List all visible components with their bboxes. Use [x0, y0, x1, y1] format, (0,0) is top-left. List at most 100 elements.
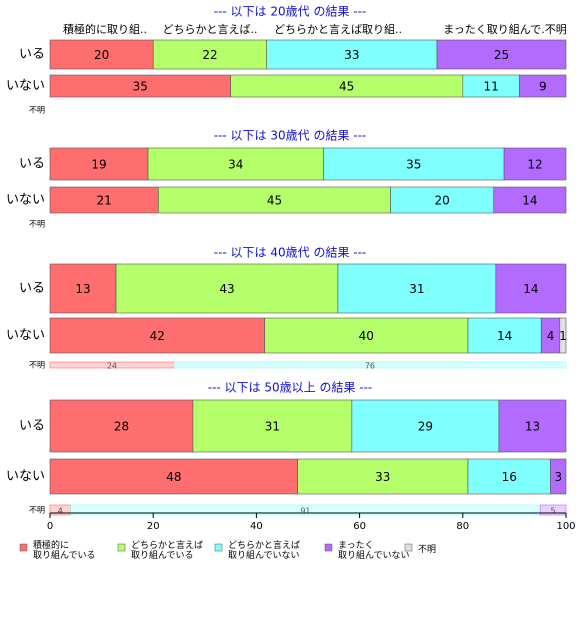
category-label: いる	[19, 281, 45, 296]
data-label: 43	[219, 282, 234, 296]
data-label: 40	[359, 329, 374, 343]
data-label: 24	[107, 362, 117, 371]
category-label: 不明	[29, 361, 45, 370]
bar-segment	[147, 147, 324, 181]
category-label: いる	[19, 157, 45, 172]
data-label: 45	[267, 194, 282, 208]
bar-segment	[495, 263, 567, 314]
bar-segment	[115, 263, 339, 314]
legend-swatch	[324, 543, 333, 552]
bar-segment	[49, 317, 265, 354]
data-label: 12	[527, 158, 542, 172]
category-label: いる	[19, 47, 45, 62]
x-tick-label: 20	[147, 521, 160, 532]
panel-title: --- 以下は 30歳代 の結果 ---	[214, 129, 367, 143]
data-label: 16	[502, 470, 517, 484]
category-label: いない	[6, 193, 45, 208]
legend-swatch	[214, 543, 223, 552]
data-label: 22	[202, 48, 217, 62]
data-label: 31	[265, 420, 280, 434]
bar-segment	[297, 458, 469, 495]
x-tick-label: 60	[353, 521, 366, 532]
x-tick-label: 40	[250, 521, 263, 532]
data-label: 31	[409, 282, 424, 296]
data-label: 13	[525, 420, 540, 434]
bar-segment	[49, 263, 117, 314]
x-tick-label: 0	[47, 521, 53, 532]
category-label: 不明	[29, 506, 45, 515]
bar-segment	[539, 504, 567, 516]
data-label: 9	[539, 80, 547, 94]
data-label: 20	[94, 48, 109, 62]
x-tick-label: 100	[556, 521, 575, 532]
bar-segment	[49, 186, 159, 214]
column-header: どちらかと言えば取り組..	[274, 23, 402, 36]
data-label: 1	[559, 329, 567, 343]
data-label: 28	[114, 420, 129, 434]
bar-segment	[264, 317, 469, 354]
bar-segment	[49, 399, 194, 453]
bar-segment	[351, 399, 500, 453]
data-label: 4	[58, 507, 63, 516]
column-header: まったく取り組んで.不明	[443, 23, 567, 36]
bar-segment	[559, 317, 567, 354]
legend-swatch	[117, 543, 126, 552]
bar-segment	[467, 458, 551, 495]
legend-label: 不明	[418, 544, 436, 555]
category-label: いない	[6, 328, 45, 343]
panel-title: --- 以下は 40歳代 の結果 ---	[214, 246, 367, 260]
bar-segment	[493, 186, 567, 214]
data-label: 14	[522, 194, 537, 208]
bar-segment	[323, 147, 505, 181]
data-label: 45	[339, 80, 354, 94]
legend-label: まったく取り組んでいない	[338, 540, 410, 561]
bar-segment	[49, 39, 154, 70]
data-label: 34	[228, 158, 243, 172]
bar-segment	[152, 39, 268, 70]
bar-segment	[498, 399, 567, 453]
data-label: 42	[150, 329, 165, 343]
data-label: 20	[435, 194, 450, 208]
legend-label: どちらかと言えば取り組んでいない	[228, 539, 300, 561]
legend-label: どちらかと言えば取り組んでいる	[131, 539, 203, 561]
bar-segment	[192, 399, 353, 453]
data-label: 33	[344, 48, 359, 62]
bar-segment	[158, 186, 391, 214]
category-label: いない	[6, 79, 45, 94]
data-label: 35	[406, 158, 421, 172]
category-label: いない	[6, 469, 45, 484]
bar-segment	[266, 39, 438, 70]
bar-segment	[503, 147, 567, 181]
data-label: 14	[497, 329, 512, 343]
category-label: いる	[19, 419, 45, 434]
panel-title: --- 以下は 50歳以上 の結果 ---	[208, 381, 373, 395]
data-label: 21	[97, 194, 112, 208]
category-label: 不明	[29, 106, 45, 115]
x-tick-label: 80	[456, 521, 469, 532]
data-label: 3	[554, 470, 562, 484]
bar-segment	[550, 458, 567, 495]
data-label: 11	[484, 80, 499, 94]
legend-label: 積極的に取り組んでいる	[33, 539, 96, 561]
column-header: 積極的に取り組..	[63, 22, 147, 36]
data-label: 19	[91, 158, 106, 172]
bar-segment	[436, 39, 567, 70]
data-label: 25	[494, 48, 509, 62]
data-label: 35	[133, 80, 148, 94]
data-label: 33	[375, 470, 390, 484]
data-label: 29	[418, 420, 433, 434]
data-label: 4	[547, 329, 555, 343]
panel-title: --- 以下は 20歳代 の結果 ---	[214, 5, 367, 19]
category-label: 不明	[29, 220, 45, 229]
bar-segment	[390, 186, 495, 214]
bar-segment	[337, 263, 497, 314]
bar-segment	[519, 74, 567, 98]
bar-segment	[49, 147, 149, 181]
data-label: 76	[365, 362, 375, 371]
data-label: 13	[75, 282, 90, 296]
data-label: 91	[300, 507, 310, 516]
bar-segment	[173, 361, 567, 369]
legend-swatch	[19, 543, 28, 552]
data-label: 14	[523, 282, 538, 296]
